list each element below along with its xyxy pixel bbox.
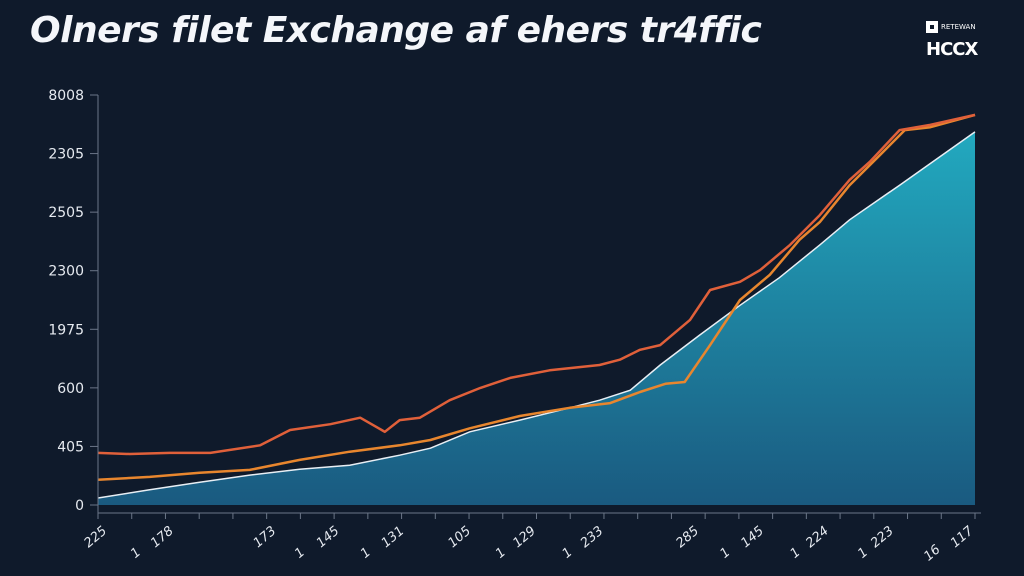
- chart-title: Olners filet Exchange af ehers tr4ffic: [30, 10, 762, 51]
- x-tick-label: 117: [948, 523, 977, 551]
- x-tick-label: 145: [738, 524, 767, 551]
- y-tick-label: 2305: [48, 147, 84, 163]
- logo-small-text: RETEWAN: [941, 22, 976, 31]
- x-tick-label: 224: [803, 524, 832, 551]
- series-line-2: [97, 113, 976, 456]
- y-tick-label: 8008: [48, 88, 84, 104]
- y-tick-label: 405: [57, 439, 84, 455]
- x-tick-sublabel: 1: [493, 545, 509, 562]
- y-tick-label: 2505: [48, 205, 84, 221]
- area-fill: [98, 131, 975, 505]
- x-tick-sublabel: 16: [921, 542, 943, 564]
- y-tick-label: 1975: [48, 322, 84, 338]
- x-tick-sublabel: 1: [128, 545, 144, 562]
- x-tick-sublabel: 1: [358, 545, 374, 562]
- x-tick-label: 173: [251, 524, 280, 551]
- x-tick-label: 285: [673, 524, 702, 551]
- x-tick-label: 129: [510, 524, 539, 551]
- x-tick-sublabel: 1: [855, 545, 871, 562]
- y-tick-label: 600: [57, 381, 84, 397]
- x-tick-label: 223: [868, 524, 897, 551]
- x-tick-label: 225: [81, 524, 110, 551]
- x-tick-sublabel: 1: [292, 545, 308, 562]
- x-tick-label: 178: [148, 524, 177, 551]
- series-line-1: [97, 113, 976, 482]
- x-tick-sublabel: 1: [717, 545, 733, 562]
- logo-big-text: HCCX: [926, 39, 978, 60]
- y-tick-label: 2300: [48, 264, 84, 280]
- x-tick-label: 131: [379, 524, 408, 551]
- x-tick-sublabel: 1: [788, 545, 804, 562]
- y-tick-label: 0: [75, 498, 84, 514]
- logo-square-icon: [926, 20, 938, 33]
- logo: RETEWAN HCCX: [926, 16, 998, 60]
- x-tick-label: 105: [445, 524, 474, 551]
- x-tick-label: 145: [314, 524, 343, 551]
- x-tick-label: 233: [578, 524, 607, 551]
- x-tick-sublabel: 1: [560, 545, 576, 562]
